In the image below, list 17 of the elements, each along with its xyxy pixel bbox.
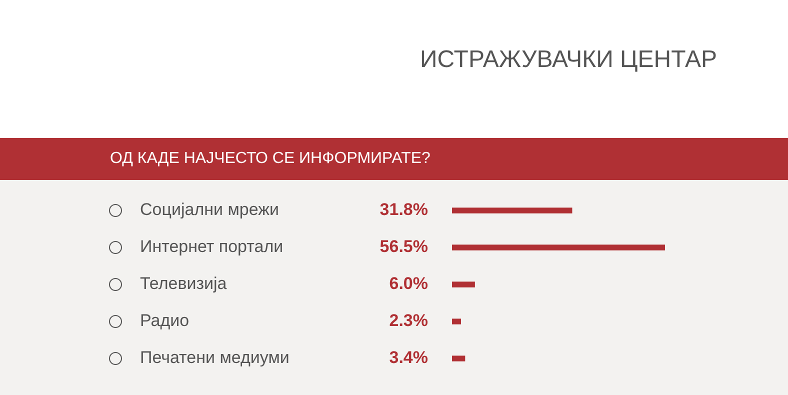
- bar: [452, 244, 665, 250]
- data-label: 3.4%: [389, 348, 428, 368]
- data-label: 2.3%: [389, 311, 428, 330]
- text: ОД КАДЕ НАЈЧЕСТО СЕ ИНФОРМИРАТЕ?: [0, 138, 788, 180]
- bar: [452, 356, 466, 362]
- y-tick-label: Интернет портали: [140, 237, 284, 256]
- bar: [452, 208, 572, 214]
- data-label: 56.5%: [380, 237, 428, 256]
- y-tick-label: Радио: [140, 311, 190, 330]
- chart-subtitle: ИСТРАЖУВАЧКИ ЦЕНТАР: [420, 46, 717, 74]
- data-label: 6.0%: [389, 274, 428, 294]
- bar: [452, 318, 461, 324]
- y-tick-label: Телевизија: [140, 274, 228, 294]
- y-tick-label: Печатени медиуми: [140, 348, 290, 368]
- data-label: 31.8%: [380, 200, 428, 220]
- y-tick-label: Социјални мрежи: [140, 200, 279, 220]
- bar: [452, 282, 475, 288]
